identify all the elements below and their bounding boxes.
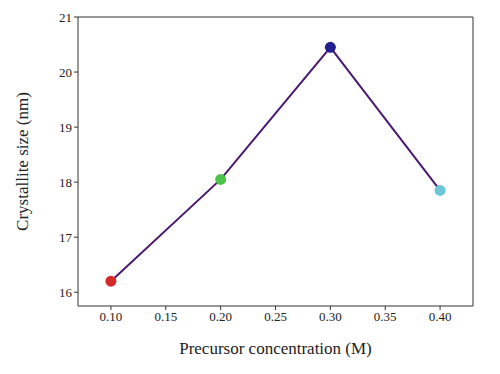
svg-text:19: 19	[59, 120, 72, 135]
svg-text:18: 18	[59, 175, 72, 190]
svg-text:0.20: 0.20	[209, 309, 232, 324]
svg-text:20: 20	[59, 65, 72, 80]
svg-text:17: 17	[59, 230, 73, 245]
svg-text:0.35: 0.35	[374, 309, 397, 324]
svg-text:21: 21	[59, 10, 72, 25]
svg-text:0.15: 0.15	[154, 309, 177, 324]
svg-text:Crystallite size (nm): Crystallite size (nm)	[13, 92, 32, 231]
svg-text:0.40: 0.40	[429, 309, 452, 324]
svg-text:0.30: 0.30	[319, 309, 342, 324]
svg-text:Precursor concentration (M): Precursor concentration (M)	[179, 339, 372, 358]
svg-text:16: 16	[59, 285, 73, 300]
svg-text:0.10: 0.10	[100, 309, 123, 324]
svg-text:0.25: 0.25	[264, 309, 287, 324]
